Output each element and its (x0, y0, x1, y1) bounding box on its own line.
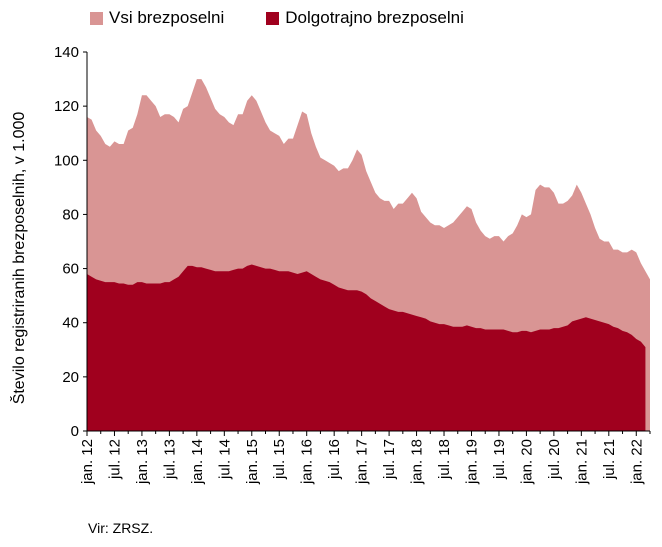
legend-label-vsi: Vsi brezposelni (109, 8, 225, 27)
x-tick-label: jan. 15 (244, 439, 261, 485)
y-tick-label: 0 (71, 423, 79, 440)
legend-swatch-dolgotrajno (266, 11, 280, 25)
legend-item-dolgotrajno: Dolgotrajno brezposelni (266, 8, 464, 28)
x-tick-label: jul. 16 (326, 439, 343, 480)
y-axis-label: Število registriranih brezposelnih, v 1.… (11, 111, 28, 405)
legend-item-vsi: Vsi brezposelni (90, 8, 224, 28)
legend-swatch-vsi (90, 11, 103, 25)
y-tick-label: 20 (62, 369, 79, 386)
x-tick-label: jan. 21 (573, 439, 590, 485)
x-tick-label: jul. 19 (491, 439, 508, 480)
chart-areas (87, 79, 650, 431)
x-tick-label: jul. 21 (601, 439, 618, 480)
source-note: Vir: ZRSZ. (88, 520, 154, 536)
x-axis-ticks: jan. 12 jul. 12 jan. 13 jul. 13 jan. 14 jul. … (79, 431, 651, 485)
y-tick-label: 40 (62, 315, 79, 332)
y-tick-label: 140 (54, 44, 79, 61)
legend-label-dolgotrajno: Dolgotrajno brezposelni (285, 8, 464, 27)
chart-axes (86, 52, 650, 432)
y-tick-label: 120 (54, 98, 79, 115)
x-tick-label: jul. 17 (381, 439, 398, 480)
y-tick-label: 80 (62, 206, 79, 223)
x-tick-label: jul. 15 (271, 439, 288, 480)
x-tick-label: jul. 13 (161, 439, 178, 480)
x-tick-label: jan. 12 (79, 439, 96, 485)
x-tick-label: jan. 20 (518, 439, 535, 485)
x-tick-label: jan. 13 (134, 439, 151, 485)
x-tick-label: jan. 17 (354, 439, 371, 485)
x-tick-label: jul. 12 (107, 439, 124, 480)
x-tick-label: jul. 20 (546, 439, 563, 480)
x-tick-label: jan. 16 (299, 439, 316, 485)
y-tick-label: 100 (54, 152, 79, 169)
x-tick-label: jan. 18 (409, 439, 426, 485)
legend: Vsi brezposelni Dolgotrajno brezposelni (90, 8, 506, 28)
x-tick-label: jan. 14 (189, 439, 206, 485)
x-tick-label: jul. 14 (216, 439, 233, 480)
area-series-1 (87, 264, 646, 431)
y-axis-ticks: 0 20 40 60 80 100 120 140 (54, 44, 87, 440)
x-tick-label: jul. 18 (436, 439, 453, 480)
x-tick-label: jan. 19 (464, 439, 481, 485)
x-tick-label: jan. 22 (628, 439, 645, 485)
y-tick-label: 60 (62, 261, 79, 278)
